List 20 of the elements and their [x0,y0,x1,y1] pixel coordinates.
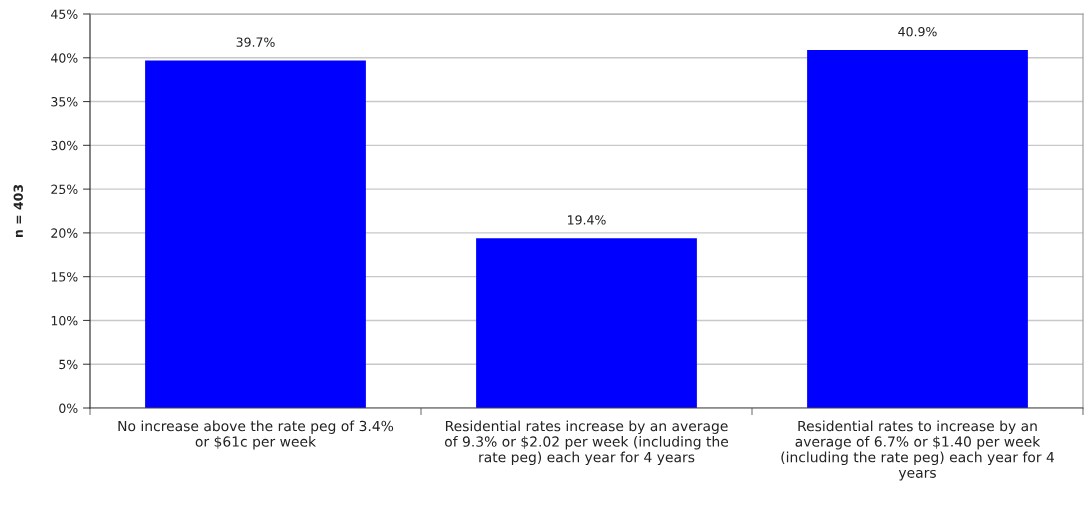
bar [476,238,697,408]
y-tick-label: 20% [51,228,78,238]
y-tick-label: 25% [51,184,78,195]
x-tick-label: Residential rates to increase by an average of 6.7% or $1.40 per week (including the rate peg) each year for 4 years [781,420,1055,481]
bar [807,49,1028,408]
y-tick-label: 40% [51,53,78,63]
y-tick-label: 15% [51,272,78,282]
bar [145,60,366,408]
y-tick-label: 35% [51,97,78,107]
data-label: 39.7% [236,37,275,47]
y-tick-label: 5% [59,359,78,370]
x-tick-label: No increase above the rate peg of 3.4% or $61c per week [118,420,394,450]
data-label: 40.9% [898,26,937,37]
y-axis-title: n = 403 [13,184,23,238]
y-tick-label: 45% [51,9,78,19]
y-tick-label: 30% [51,140,78,151]
data-label: 19.4% [568,215,606,225]
y-tick-label: 0% [59,403,78,413]
y-tick-label: 10% [51,315,78,326]
x-tick-label: Residential rates increase by an average of 9.3% or $2.02 per week (including the rate peg) each year for 4 years [444,420,729,466]
